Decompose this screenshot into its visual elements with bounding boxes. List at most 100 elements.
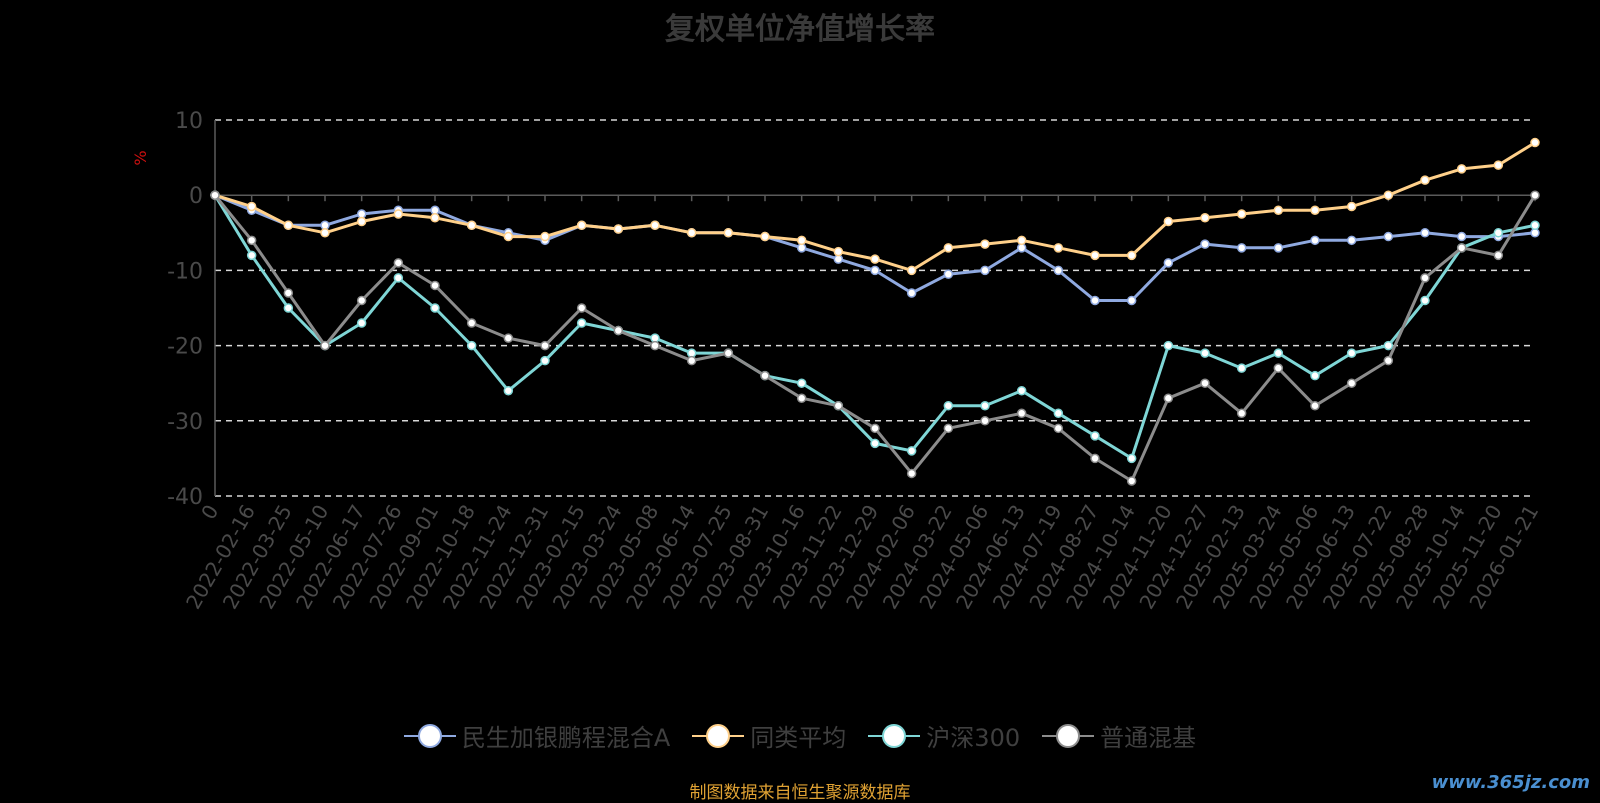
series-4-point <box>576 303 587 313</box>
series-line-2 <box>214 141 1536 272</box>
series-4-point <box>1530 190 1540 200</box>
series-2-point <box>283 220 294 231</box>
series-4-point <box>283 288 294 298</box>
series-4-point <box>246 235 257 246</box>
series-3-point <box>1383 340 1394 351</box>
series-3-point <box>1493 228 1504 238</box>
series-1-point <box>1126 295 1137 306</box>
series-3-point <box>1090 431 1100 441</box>
series-1-point <box>870 265 880 276</box>
series-4-point <box>686 355 697 366</box>
series-2-point <box>906 265 917 276</box>
series-3-point <box>1420 295 1430 306</box>
series-4-point <box>1236 408 1247 419</box>
legend-swatch <box>403 723 456 749</box>
series-2-point <box>1016 235 1027 246</box>
series-2-point <box>980 239 990 249</box>
series-2-point <box>1273 205 1284 215</box>
series-2-point <box>466 220 477 231</box>
series-1-point <box>1053 265 1064 276</box>
y-tick-label: -20 <box>167 335 203 360</box>
series-4-point <box>1200 378 1210 388</box>
legend-label: 普通混基 <box>1100 724 1197 752</box>
series-4-point <box>1420 273 1430 283</box>
series-2-point <box>540 231 550 242</box>
series-1-point <box>980 265 990 276</box>
series-3-point <box>1200 348 1210 358</box>
line-chart: -40-30-20-10010%02022-02-162022-03-25202… <box>131 109 1543 613</box>
series-1-point <box>906 288 917 298</box>
series-4-point <box>503 333 514 343</box>
series-4-point <box>1346 378 1357 388</box>
series-4-point <box>540 340 550 351</box>
series-2-point <box>1090 250 1100 261</box>
series-2-point <box>1236 209 1247 219</box>
series-4-point <box>210 190 220 200</box>
series-2-point <box>320 228 330 238</box>
series-4-point <box>1053 423 1064 434</box>
series-4-point <box>1273 363 1284 373</box>
series-3-point <box>503 385 514 396</box>
series-2-point <box>943 243 954 253</box>
legend-label: 沪深300 <box>926 724 1021 752</box>
series-3-point <box>1530 220 1540 231</box>
series-3-point <box>1346 348 1357 358</box>
series-1-point <box>1090 295 1100 306</box>
series-3-point <box>980 401 990 411</box>
data-source-note: 制图数据来自恒生聚源数据库 <box>689 783 911 803</box>
legend-swatch <box>692 723 745 749</box>
series-3-point <box>466 340 477 351</box>
series-3-point <box>356 318 367 328</box>
series-3-point <box>283 303 294 313</box>
series-2-point <box>760 231 770 242</box>
series-3-point <box>393 273 404 283</box>
y-tick-label: -10 <box>167 259 203 284</box>
series-3-point <box>870 438 880 449</box>
series-2-point <box>1346 201 1357 212</box>
y-tick-label: 0 <box>189 184 203 209</box>
series-4-point <box>870 423 880 434</box>
series-4-point <box>1310 401 1320 411</box>
series-4-point <box>1090 453 1100 464</box>
series-4-point <box>796 393 807 403</box>
series-4-point <box>1126 476 1137 486</box>
series-3-point <box>430 303 440 313</box>
series-1-point <box>1420 228 1430 238</box>
chart-title: 复权单位净值增长率 <box>665 12 935 47</box>
legend-item-1[interactable]: 民生加银鹏程混合A <box>403 718 670 753</box>
x-tick-label: 0 <box>196 501 223 524</box>
watermark: www.365jz.com <box>1431 772 1590 793</box>
series-1-point <box>1273 243 1284 253</box>
series-2-point <box>870 254 880 264</box>
series-2-point <box>1053 243 1064 253</box>
series-1-point <box>1346 235 1357 246</box>
series-1-point <box>1163 258 1174 268</box>
series-2-point <box>1383 190 1394 200</box>
series-3-point <box>246 250 257 261</box>
legend-item-2[interactable]: 同类平均 <box>692 718 846 753</box>
series-3-point <box>796 378 807 388</box>
legend: 民生加银鹏程混合A 同类平均 沪深300 普通混基 <box>0 718 1600 753</box>
series-4-point <box>723 348 734 358</box>
series-2-point <box>1200 213 1210 223</box>
series-2-point <box>613 224 624 234</box>
series-2-point <box>686 228 697 238</box>
series-2-point <box>1456 164 1467 174</box>
series-3-point <box>540 355 550 366</box>
series-2-point <box>1493 160 1504 170</box>
series-2-point <box>1163 216 1174 227</box>
series-3-point <box>943 401 954 411</box>
series-3-point <box>576 318 587 328</box>
series-3-point <box>1053 408 1064 419</box>
legend-item-4[interactable]: 普通混基 <box>1042 718 1196 753</box>
y-tick-label: -40 <box>167 485 203 510</box>
y-tick-label: -30 <box>167 410 203 435</box>
legend-item-3[interactable]: 沪深300 <box>868 718 1020 753</box>
series-4-point <box>393 258 404 268</box>
series-3-point <box>1163 340 1174 351</box>
series-2-point <box>503 231 514 242</box>
series-2-point <box>1310 205 1320 215</box>
series-2-point <box>393 209 404 219</box>
series-4-point <box>1383 355 1394 366</box>
series-4-point <box>356 295 367 306</box>
